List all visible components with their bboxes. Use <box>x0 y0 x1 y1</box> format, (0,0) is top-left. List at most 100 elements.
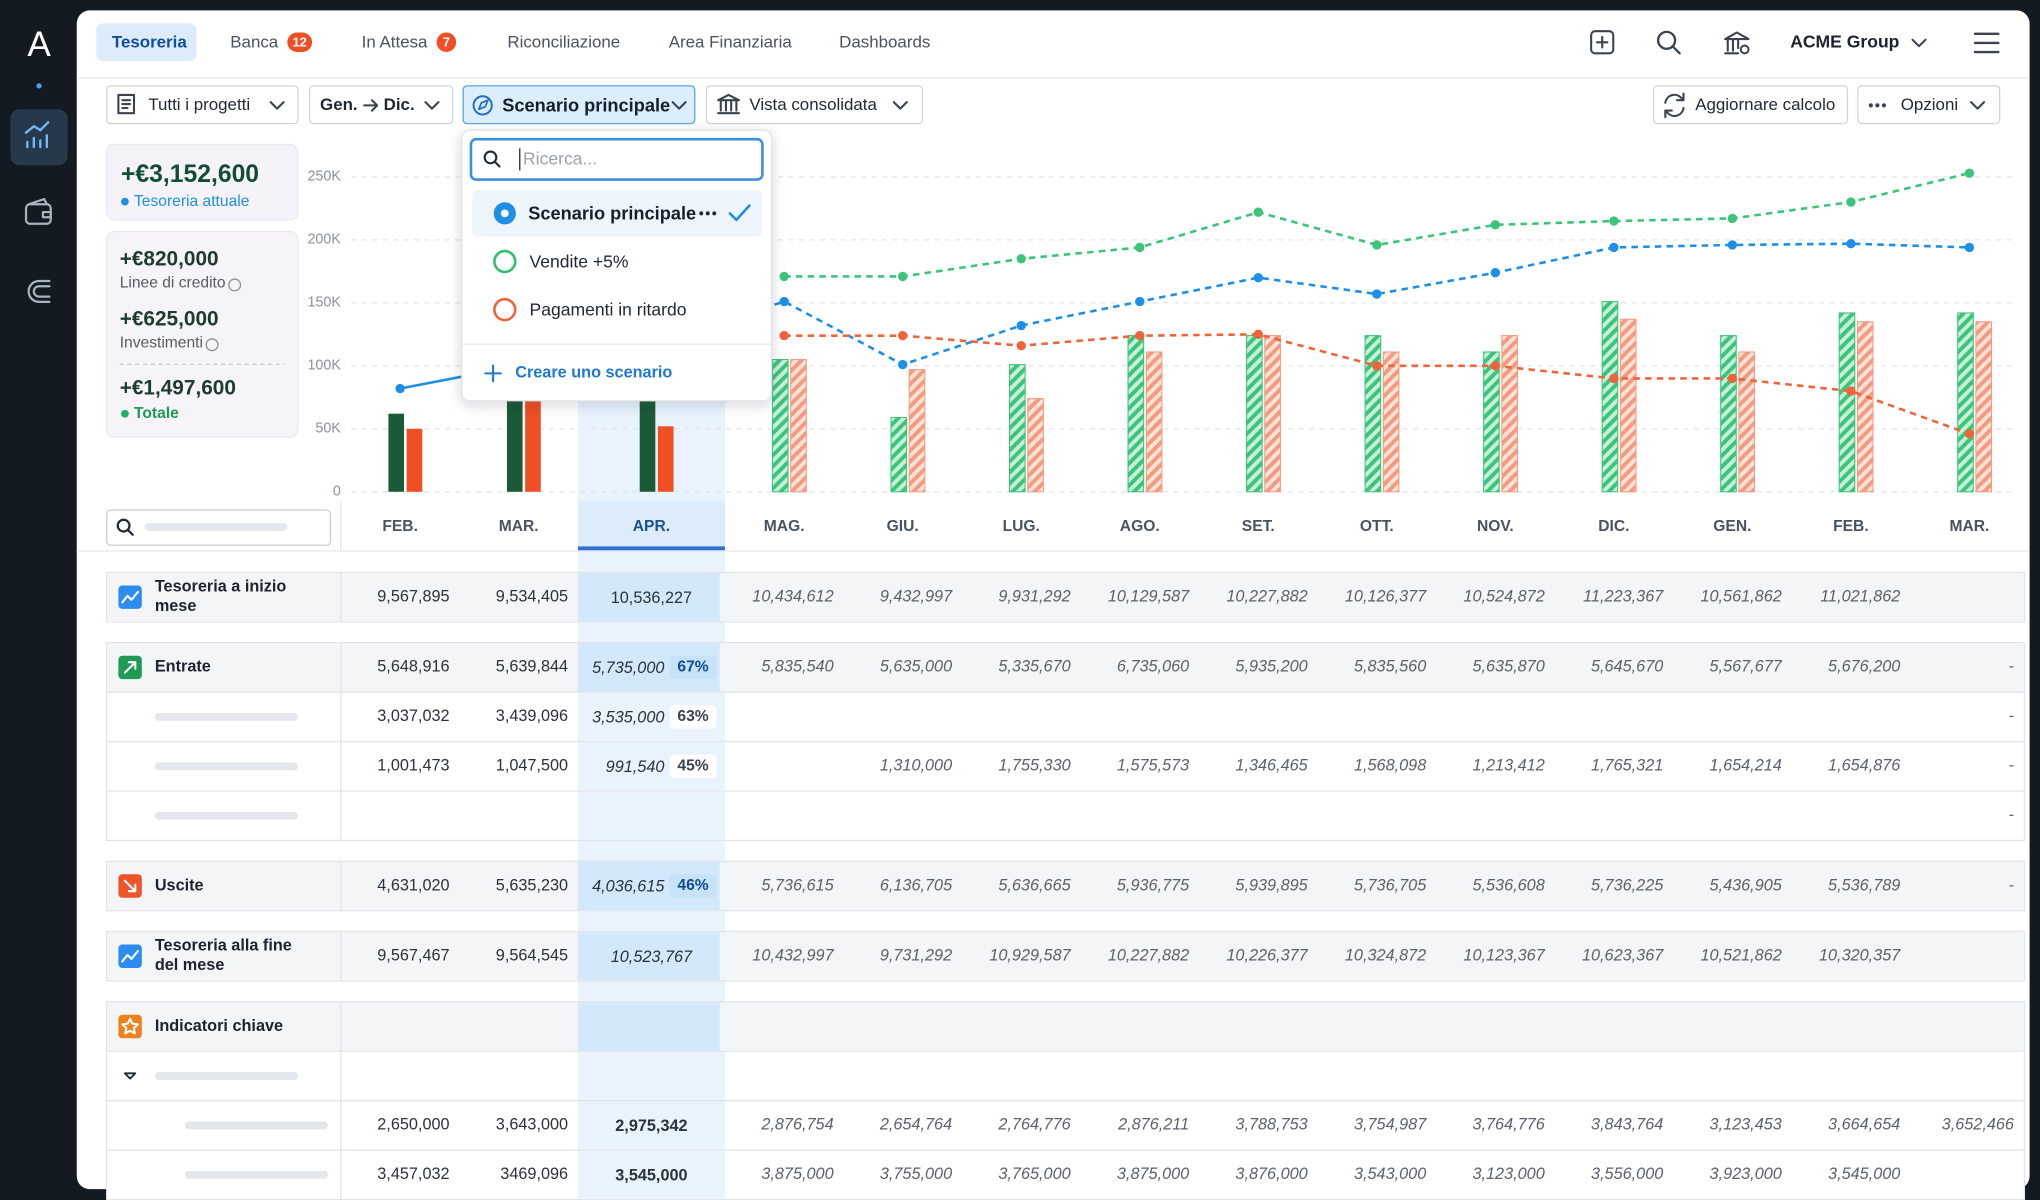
cell-value: 2,876,211 <box>1117 1116 1189 1134</box>
nav-tab[interactable]: Tesoreria <box>112 32 187 51</box>
month-header[interactable]: FEB. <box>1833 518 1869 535</box>
month-header[interactable]: AGO. <box>1120 518 1160 535</box>
nav-tab[interactable]: Riconciliazione <box>507 32 620 51</box>
tab-active-bg[interactable] <box>96 23 197 62</box>
month-header[interactable]: MAR. <box>499 518 539 535</box>
cell-value: 3,755,000 <box>880 1165 952 1183</box>
option-label[interactable]: Vendite +5% <box>530 251 629 271</box>
bar <box>1838 312 1856 493</box>
scenario-chevron[interactable] <box>671 101 687 110</box>
bank-search-icon[interactable] <box>1724 31 1750 55</box>
month-header[interactable]: GEN. <box>1713 518 1751 535</box>
sidebar-active[interactable] <box>10 109 68 166</box>
month-header[interactable]: GIU. <box>887 518 919 535</box>
account-name[interactable]: ACME Group <box>1790 32 1899 52</box>
cell-value: 5,635,870 <box>1472 658 1544 676</box>
refresh-button[interactable] <box>1652 85 1849 125</box>
row-label[interactable]: Tesoreria alla fine del mese <box>155 937 296 975</box>
cell-value: 5,645,670 <box>1591 658 1663 676</box>
cell-value: 5,648,916 <box>377 658 449 676</box>
nav-tab[interactable]: Banca <box>230 32 279 51</box>
row-label-placeholder <box>184 1121 328 1130</box>
row-caret[interactable] <box>123 1072 137 1080</box>
options-dot <box>1881 103 1886 108</box>
month-header[interactable]: LUG. <box>1003 518 1040 535</box>
nav-tab[interactable]: Dashboards <box>839 32 930 51</box>
month-header[interactable]: APR. <box>633 518 670 535</box>
dropdown-search[interactable] <box>469 137 764 181</box>
row-label[interactable]: Entrate <box>155 658 211 676</box>
month-header[interactable]: OTT. <box>1360 518 1394 535</box>
period-chevron[interactable] <box>424 101 440 110</box>
cell-value: 10,536,227 <box>611 589 692 607</box>
cell-value: 11,223,367 <box>1583 587 1664 605</box>
create-plus[interactable] <box>484 364 502 383</box>
month-header[interactable]: SET. <box>1242 518 1275 535</box>
cell-badge: 46% <box>677 877 708 894</box>
sidebar-magnet-icon[interactable] <box>27 279 51 303</box>
info-icon[interactable] <box>228 278 242 292</box>
search-icon[interactable] <box>1656 30 1677 50</box>
month-header[interactable]: MAR. <box>1949 518 1989 535</box>
cell-value: 1,213,412 <box>1472 757 1544 775</box>
month-header[interactable]: NOV. <box>1477 518 1514 535</box>
option-highlight[interactable] <box>472 189 763 237</box>
view-chevron[interactable] <box>892 101 908 110</box>
option-radio[interactable] <box>493 297 517 322</box>
option-radio[interactable] <box>493 249 517 274</box>
tab-badge-bg <box>287 32 313 53</box>
bar <box>1382 351 1400 493</box>
brand-logo[interactable]: A <box>27 25 51 64</box>
cell-value: - <box>2009 876 2015 894</box>
cell-value: 3,545,000 <box>1828 1165 1900 1183</box>
option-label[interactable]: Pagamenti in ritardo <box>530 300 687 320</box>
y-tick-label: 200K <box>307 232 341 248</box>
projects-chevron[interactable] <box>269 101 285 110</box>
nav-tab[interactable]: In Attesa <box>362 32 428 51</box>
projects-button[interactable] <box>106 85 299 125</box>
view-button[interactable] <box>705 85 924 125</box>
option-label[interactable]: Scenario principale <box>528 203 696 223</box>
options-button[interactable] <box>1857 85 2001 125</box>
cell-value: 10,227,882 <box>1108 947 1189 965</box>
add-icon[interactable] <box>1590 30 1615 55</box>
cell-badge: 63% <box>677 708 708 725</box>
dropdown-search-handle <box>493 160 501 168</box>
period-to: Dic. <box>384 95 415 114</box>
sidebar-wallet-icon[interactable] <box>24 197 52 225</box>
options-chevron[interactable] <box>1970 101 1986 110</box>
nav-tab[interactable]: Area Finanziaria <box>669 32 793 51</box>
y-tick-label: 100K <box>307 358 341 374</box>
bar <box>1027 398 1044 493</box>
kpi-label: Investimenti <box>120 335 203 352</box>
month-header[interactable]: FEB. <box>382 518 418 535</box>
row-label[interactable]: Tesoreria a inizio mese <box>155 578 291 616</box>
row-label[interactable]: Uscite <box>155 876 204 894</box>
line-point <box>1846 197 1856 207</box>
account-chevron[interactable] <box>1911 38 1927 48</box>
cell-value: 1,654,214 <box>1710 757 1782 775</box>
cell-value: 3,652,466 <box>1942 1116 2015 1134</box>
menu-icon[interactable] <box>1973 32 2000 54</box>
month-header[interactable]: DIC. <box>1598 518 1629 535</box>
refresh-label: Aggiornare calcolo <box>1695 95 1835 114</box>
cell-value: 1,654,876 <box>1828 757 1901 775</box>
month-header[interactable]: MAG. <box>764 518 805 535</box>
cell-value: 5,735,000 <box>592 659 664 677</box>
line-point <box>1490 220 1501 230</box>
create-scenario[interactable]: Creare uno scenario <box>515 364 672 382</box>
cell-value: 9,432,997 <box>880 587 953 605</box>
cell-value: 1,568,098 <box>1354 757 1426 775</box>
scenario-button[interactable] <box>462 85 696 125</box>
row-label[interactable]: Indicatori chiave <box>155 1017 283 1035</box>
period-button[interactable] <box>308 85 454 125</box>
kpi-card <box>106 230 299 438</box>
kpi-label: Tesoreria attuale <box>134 193 249 210</box>
cell-value: 5,335,670 <box>998 658 1070 676</box>
cell-value: 3,037,032 <box>377 707 449 725</box>
cell-value: 1,047,500 <box>496 757 568 775</box>
info-icon[interactable] <box>205 338 219 352</box>
view-label: Vista consolidata <box>749 95 877 114</box>
cell-value: 10,432,997 <box>752 947 834 965</box>
